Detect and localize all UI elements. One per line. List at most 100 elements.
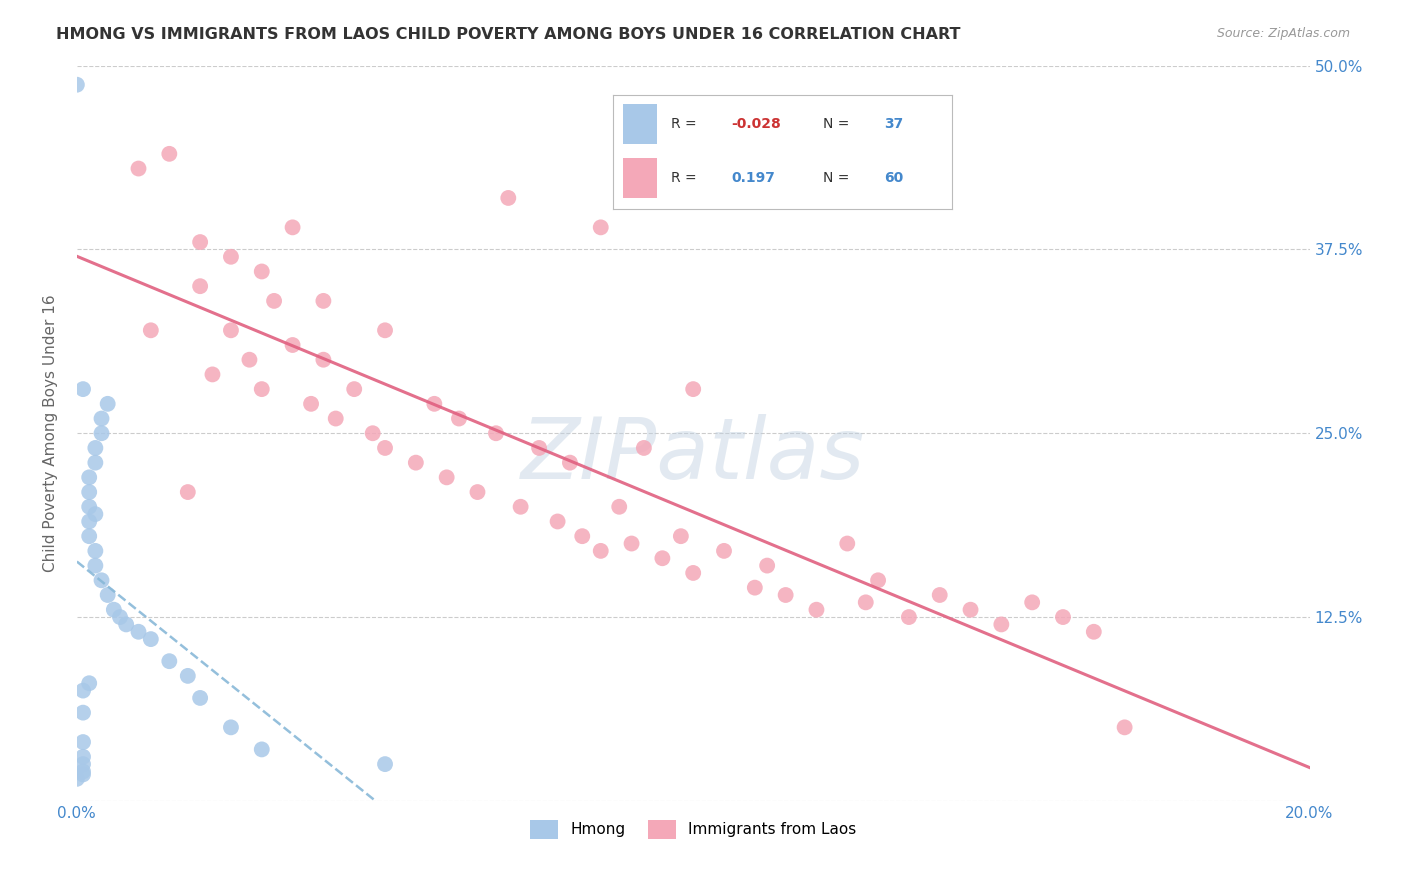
Point: [97, 588, 120, 602]
Point: [84, 456, 107, 470]
Point: [436, 470, 458, 484]
Point: [682, 382, 704, 396]
Point: [103, 603, 125, 617]
Point: [343, 382, 366, 396]
Point: [405, 456, 427, 470]
Point: [589, 220, 612, 235]
Point: [498, 191, 520, 205]
Point: [219, 250, 242, 264]
Point: [374, 441, 396, 455]
Point: [509, 500, 531, 514]
Point: [77, 485, 100, 500]
Point: [139, 323, 162, 337]
Point: [72, 382, 94, 396]
Point: [90, 411, 112, 425]
Point: [66, 772, 89, 786]
Point: [633, 441, 655, 455]
Point: [77, 470, 100, 484]
Point: [66, 78, 89, 92]
Point: [467, 485, 489, 500]
Point: [837, 536, 859, 550]
Point: [219, 323, 242, 337]
Point: [238, 352, 260, 367]
Point: [219, 720, 242, 734]
Point: [651, 551, 673, 566]
Point: [374, 323, 396, 337]
Point: [188, 279, 211, 293]
Point: [157, 654, 180, 668]
Point: [72, 735, 94, 749]
Point: [188, 235, 211, 249]
Legend: Hmong, Immigrants from Laos: Hmong, Immigrants from Laos: [524, 814, 862, 845]
Point: [108, 610, 131, 624]
Point: [97, 397, 120, 411]
Point: [201, 368, 224, 382]
Point: [1021, 595, 1043, 609]
Point: [669, 529, 692, 543]
Point: [1052, 610, 1074, 624]
Point: [84, 441, 107, 455]
Point: [90, 426, 112, 441]
Point: [77, 500, 100, 514]
Point: [250, 382, 273, 396]
Point: [620, 536, 643, 550]
Point: [77, 676, 100, 690]
Point: [897, 610, 920, 624]
Point: [72, 767, 94, 781]
Point: [139, 632, 162, 647]
Point: [177, 669, 200, 683]
Text: ZIPatlas: ZIPatlas: [522, 414, 865, 497]
Point: [447, 411, 470, 425]
Point: [928, 588, 950, 602]
Point: [485, 426, 508, 441]
Point: [990, 617, 1012, 632]
Point: [84, 507, 107, 521]
Point: [312, 293, 335, 308]
Point: [177, 485, 200, 500]
Point: [959, 603, 981, 617]
Point: [299, 397, 322, 411]
Point: [1114, 720, 1136, 734]
Point: [77, 529, 100, 543]
Point: [115, 617, 138, 632]
Point: [571, 529, 593, 543]
Point: [312, 352, 335, 367]
Point: [84, 558, 107, 573]
Point: [589, 544, 612, 558]
Point: [250, 264, 273, 278]
Point: [806, 603, 828, 617]
Point: [361, 426, 384, 441]
Point: [250, 742, 273, 756]
Point: [1083, 624, 1105, 639]
Point: [756, 558, 779, 573]
Point: [713, 544, 735, 558]
Point: [855, 595, 877, 609]
Point: [281, 338, 304, 352]
Point: [374, 757, 396, 772]
Point: [72, 764, 94, 779]
Point: [775, 588, 797, 602]
Y-axis label: Child Poverty Among Boys Under 16: Child Poverty Among Boys Under 16: [44, 294, 58, 572]
Point: [263, 293, 285, 308]
Point: [128, 624, 150, 639]
Point: [744, 581, 766, 595]
Point: [128, 161, 150, 176]
Point: [90, 574, 112, 588]
Point: [72, 706, 94, 720]
Point: [72, 749, 94, 764]
Point: [607, 500, 630, 514]
Point: [72, 683, 94, 698]
Point: [72, 757, 94, 772]
Point: [868, 574, 890, 588]
Point: [77, 515, 100, 529]
Point: [281, 220, 304, 235]
Point: [547, 515, 569, 529]
Point: [423, 397, 446, 411]
Point: [558, 456, 581, 470]
Point: [188, 690, 211, 705]
Text: HMONG VS IMMIGRANTS FROM LAOS CHILD POVERTY AMONG BOYS UNDER 16 CORRELATION CHAR: HMONG VS IMMIGRANTS FROM LAOS CHILD POVE…: [56, 27, 960, 42]
Point: [682, 566, 704, 580]
Point: [527, 441, 550, 455]
Text: Source: ZipAtlas.com: Source: ZipAtlas.com: [1216, 27, 1350, 40]
Point: [325, 411, 347, 425]
